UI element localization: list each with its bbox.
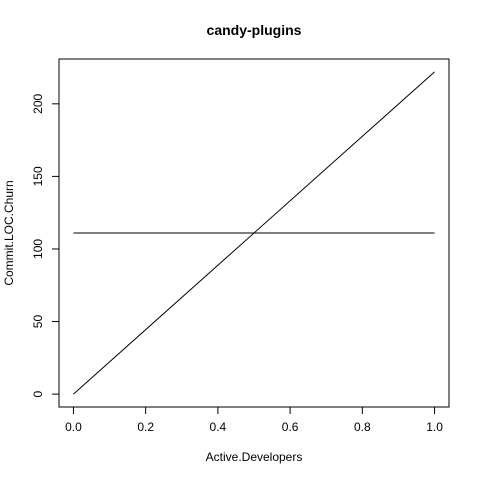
x-tick-label: 0.2 — [137, 420, 154, 434]
y-tick-label: 150 — [31, 166, 45, 186]
y-tick-label: 200 — [31, 93, 45, 113]
x-tick-label: 0.0 — [65, 420, 82, 434]
chart-title: candy-plugins — [207, 22, 302, 38]
series-layer — [73, 71, 435, 395]
y-axis: 0 50 100 150 200 — [31, 93, 60, 397]
x-tick-label: 0.6 — [282, 420, 299, 434]
x-axis: 0.0 0.2 0.4 0.6 0.8 1.0 — [65, 406, 443, 434]
y-tick-label: 50 — [31, 315, 45, 329]
x-tick-label: 0.4 — [210, 420, 227, 434]
y-tick-label: 100 — [31, 239, 45, 259]
x-tick-label: 1.0 — [426, 420, 443, 434]
x-axis-label: Active.Developers — [206, 450, 303, 464]
x-tick-label: 0.8 — [354, 420, 371, 434]
y-axis-label: Commit.LOC.Churn — [2, 180, 16, 285]
y-tick-label: 0 — [31, 390, 45, 397]
